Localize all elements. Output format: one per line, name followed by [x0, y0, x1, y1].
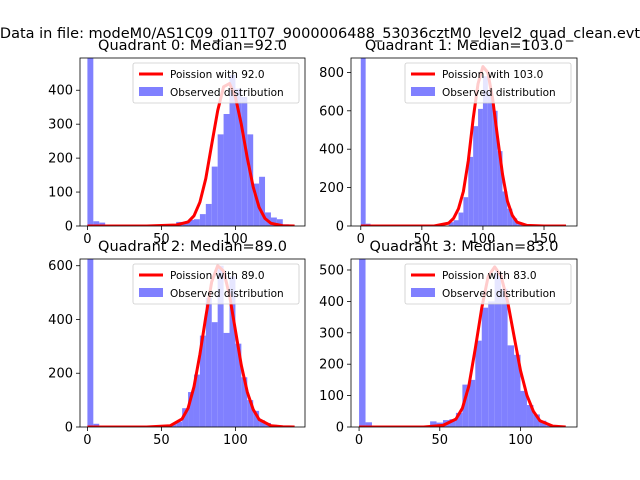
histogram-bar [482, 308, 488, 427]
histogram-bar [454, 220, 459, 226]
histogram-bar [478, 109, 483, 226]
subplot-quadrant-0: 0 50 100 0 100 200 300 400 Quadrant 0: Median=92… [48, 38, 305, 247]
subplot-quadrant-3: 0 50 100 0 100 200 300 400 500 Quadrant 3: Median… [319, 239, 577, 448]
legend-fit-label: Poission with 92.0 [170, 69, 265, 81]
y-tick-label: 200 [319, 181, 344, 196]
legend-hist-swatch [139, 87, 163, 96]
legend: Poission with 103.0 Observed distribution [405, 63, 571, 103]
histogram-bar [218, 134, 224, 226]
histogram-bar [488, 301, 494, 427]
x-tick-label: 50 [153, 433, 170, 448]
y-tick-label: 100 [48, 186, 73, 201]
histogram-bar [361, 58, 366, 226]
histogram-bar [206, 204, 212, 226]
histogram-bar [508, 345, 514, 427]
subplot-title: Quadrant 3: Median=83.0 [370, 239, 559, 255]
y-tick-label: 0 [336, 421, 344, 436]
y-tick-label: 0 [65, 220, 73, 235]
histogram-bar [501, 289, 507, 427]
figure: Data in file: modeM0/AS1C09_011T07_90000… [0, 0, 640, 480]
x-tick-label: 100 [223, 433, 248, 448]
histogram-bar [212, 167, 218, 226]
subplot-quadrant-2: 0 50 100 0 200 400 600 Quadrant 2: Median=89.0 P… [48, 239, 305, 448]
x-tick-label: 0 [355, 433, 363, 448]
legend-hist-swatch [139, 288, 163, 297]
y-tick-label: 200 [48, 367, 73, 382]
histogram-bar [475, 341, 481, 427]
x-tick-label: 0 [83, 433, 91, 448]
legend-hist-label: Observed distribution [442, 288, 556, 300]
y-tick-label: 800 [319, 66, 344, 81]
y-tick-label: 0 [336, 220, 344, 235]
legend-fit-label: Poission with 103.0 [442, 69, 543, 81]
histogram-bar [488, 92, 493, 226]
legend-hist-swatch [411, 288, 435, 297]
y-tick-label: 500 [319, 263, 344, 278]
histogram-bar [459, 213, 464, 226]
histogram-bar [473, 126, 478, 226]
legend-fit-label: Poission with 89.0 [170, 270, 265, 282]
x-tick-label: 50 [432, 433, 449, 448]
histogram-bar [468, 157, 473, 226]
histogram-bar [359, 259, 365, 427]
histogram-bar [241, 97, 247, 226]
legend: Poission with 83.0 Observed distribution [405, 264, 571, 304]
legend-hist-label: Observed distribution [442, 87, 556, 99]
y-tick-label: 600 [319, 104, 344, 119]
y-tick-label: 400 [319, 143, 344, 158]
y-tick-label: 300 [48, 118, 73, 133]
histogram-bar [463, 197, 468, 226]
y-tick-label: 300 [319, 326, 344, 341]
y-tick-label: 600 [48, 259, 73, 274]
legend-hist-label: Observed distribution [170, 288, 284, 300]
y-tick-label: 200 [319, 358, 344, 373]
y-tick-label: 400 [319, 295, 344, 310]
subplot-title: Quadrant 1: Median=103.0 [365, 38, 563, 54]
legend-hist-swatch [411, 87, 435, 96]
subplot-title: Quadrant 2: Median=89.0 [98, 239, 287, 255]
legend: Poission with 89.0 Observed distribution [133, 264, 299, 304]
legend-fit-label: Poission with 83.0 [442, 270, 537, 282]
histogram-bar [87, 259, 93, 427]
y-tick-label: 100 [319, 389, 344, 404]
histogram-bar [200, 214, 206, 226]
histogram-bar [87, 58, 93, 226]
histogram-bar [212, 322, 218, 427]
histogram-bar [224, 333, 230, 427]
y-tick-label: 0 [65, 421, 73, 436]
y-tick-label: 200 [48, 152, 73, 167]
x-tick-label: 100 [508, 433, 533, 448]
x-tick-label: 0 [83, 232, 91, 247]
legend: Poission with 92.0 Observed distribution [133, 63, 299, 103]
x-tick-label: 0 [357, 232, 365, 247]
y-tick-label: 400 [48, 84, 73, 99]
subplot-quadrant-1: 0 50 100 150 0 200 400 600 800 Quadrant 1: Median… [319, 38, 577, 247]
subplot-title: Quadrant 0: Median=92.0 [98, 38, 287, 54]
histogram-bar [224, 114, 230, 226]
y-tick-label: 400 [48, 313, 73, 328]
legend-hist-label: Observed distribution [170, 87, 284, 99]
histogram-bar [194, 219, 200, 226]
